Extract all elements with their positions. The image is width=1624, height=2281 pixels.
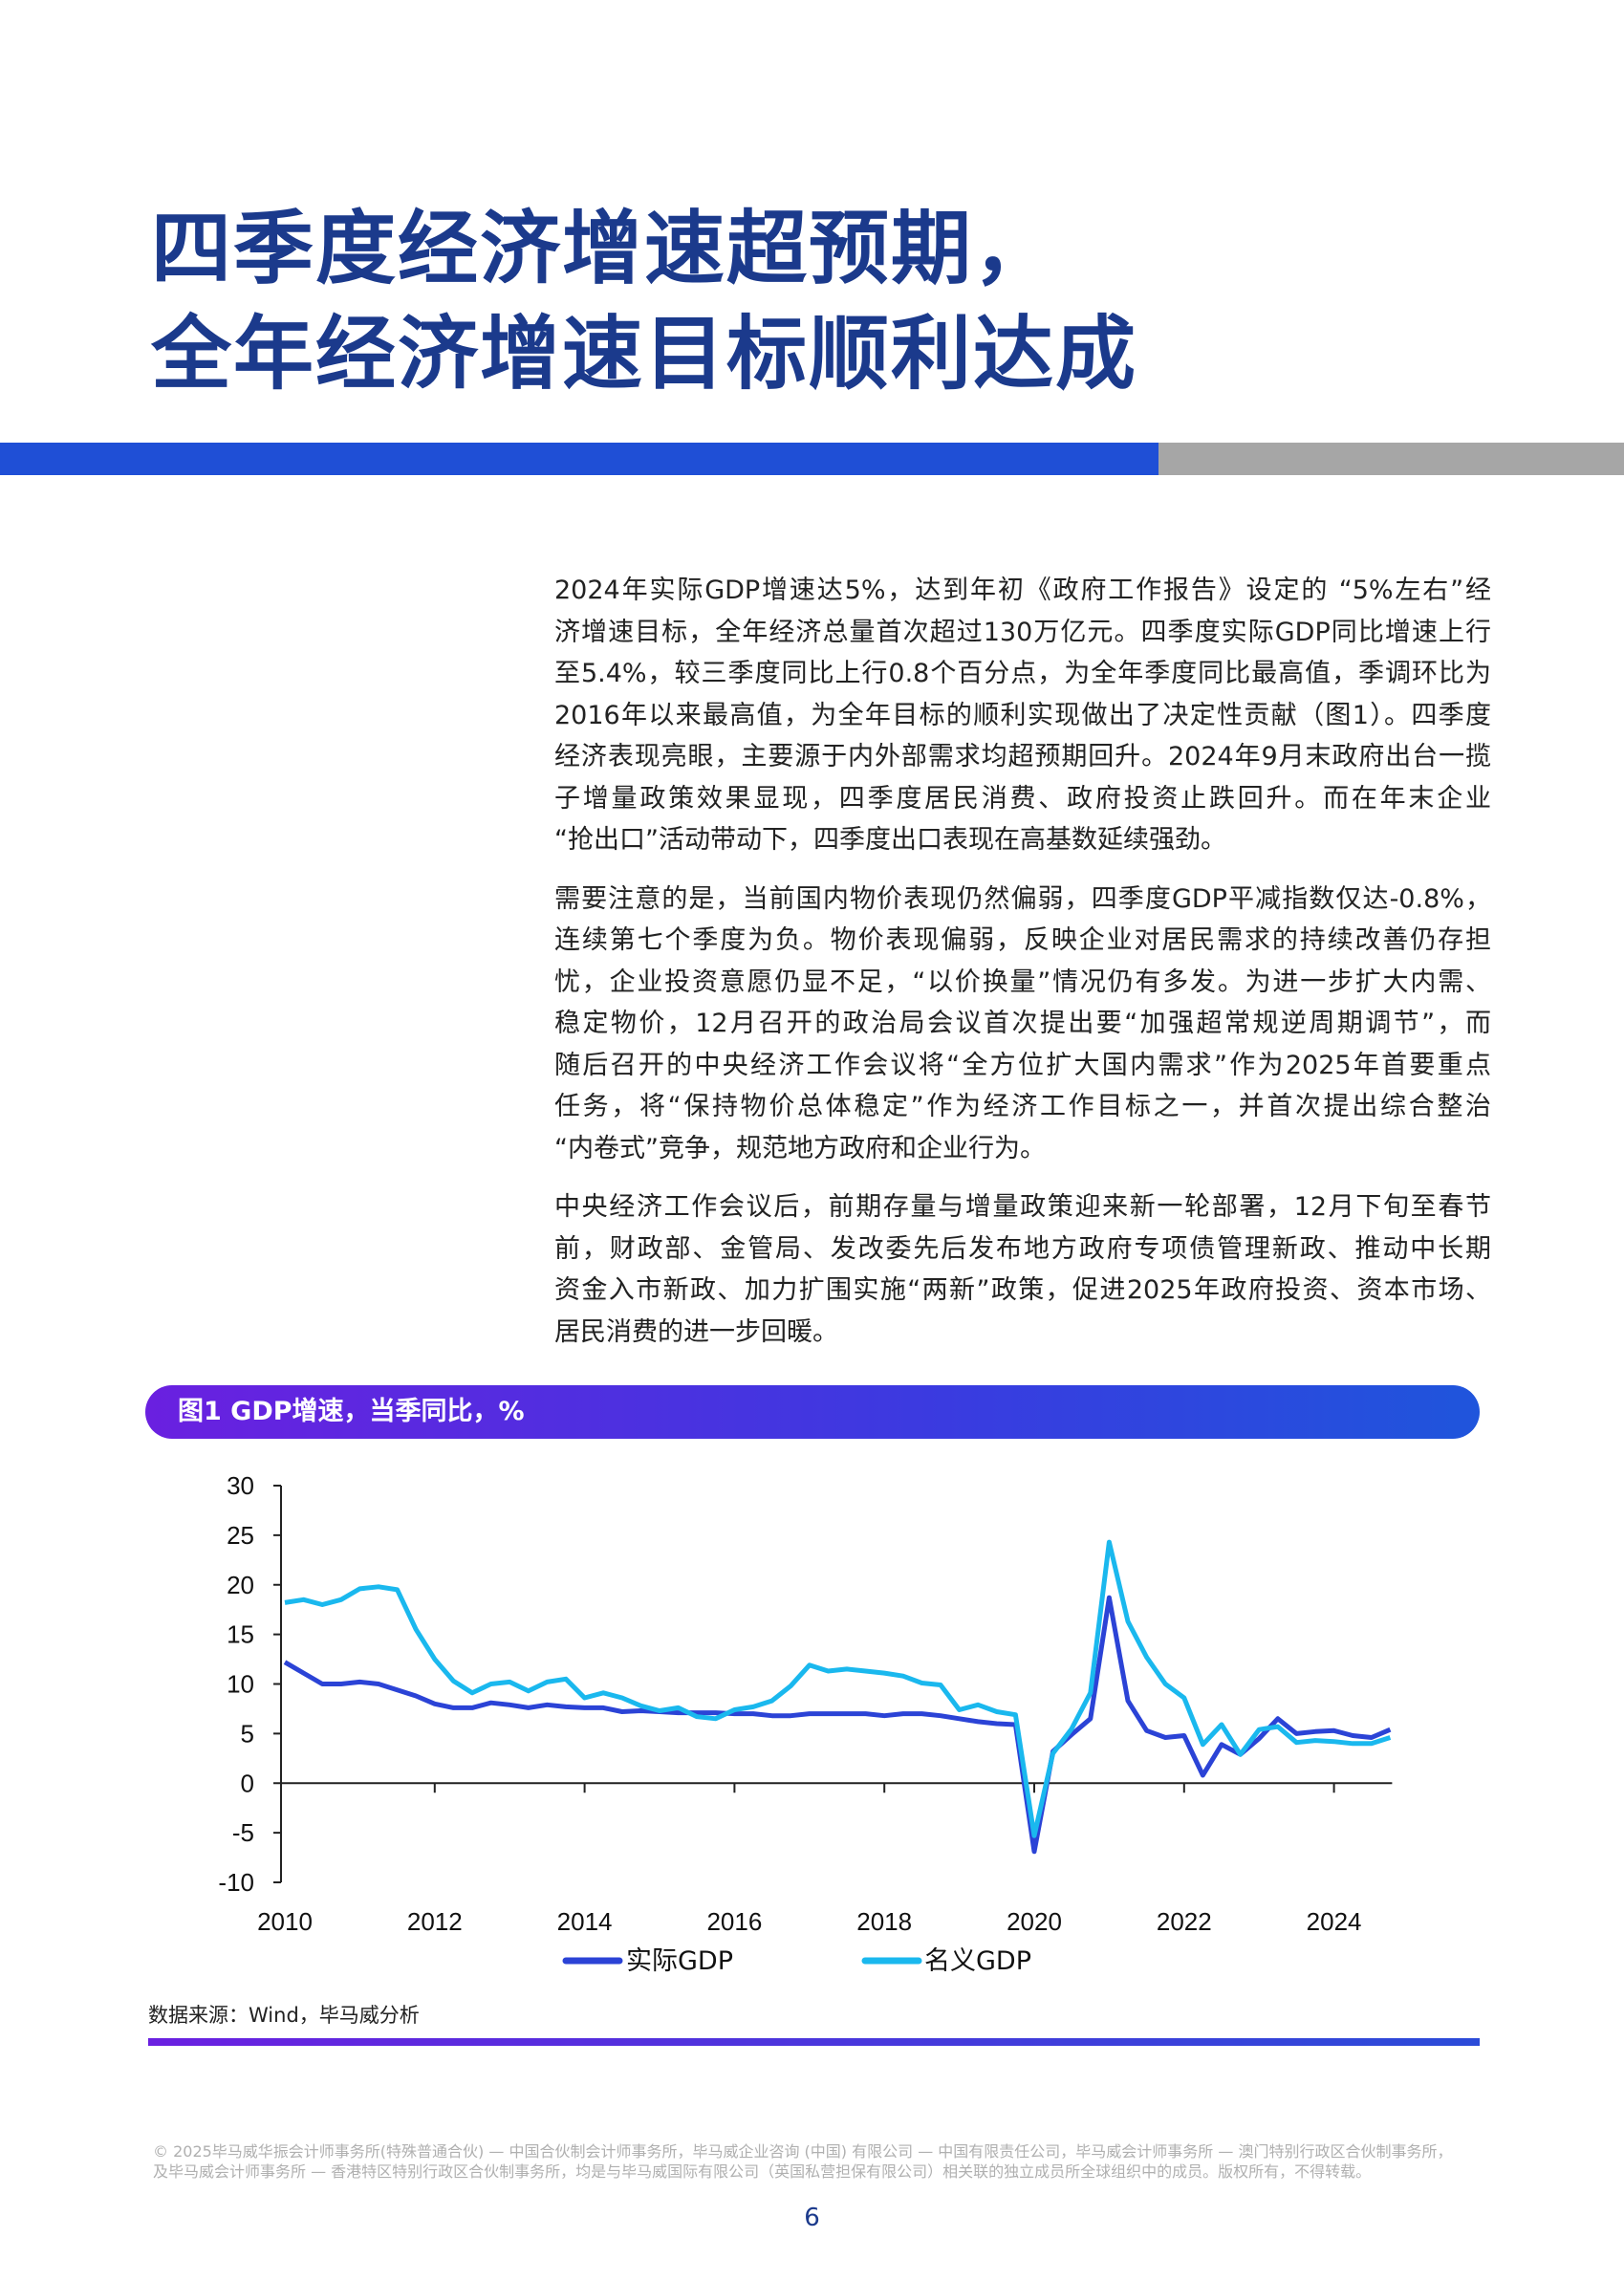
text-line: 2024年实际GDP增速达5%，达到年初《政府工作报告》设定的 “5%左右”经 [554,576,1491,605]
y-tick-label: 5 [241,1719,254,1748]
legend-label: 名义GDP [924,1946,1031,1976]
text-line: “内卷式”竞争，规范地方政府和企业行为。 [554,1133,1046,1163]
text-line: 任务，将“保持物价总体稳定”作为经济工作目标之一，并首次提出综合整治 [554,1092,1491,1121]
x-tick-label: 2018 [856,1907,912,1936]
text-line: 中央经济工作会议后，前期存量与增量政策迎来新一轮部署，12月下旬至春节 [554,1192,1491,1222]
y-tick-label: -10 [218,1868,254,1897]
text-line: 忧，企业投资意愿仍显不足，“以价换量”情况仍有多发。为进一步扩大内需、 [554,967,1491,997]
page-title: 四季度经济增速超预期， 全年经济增速目标顺利达成 [151,196,1137,406]
figure-header: 图1 GDP增速，当季同比，% [145,1385,1480,1439]
text-line: “抢出口”活动带动下，四季度出口表现在高基数延续强劲。 [554,825,1226,855]
paragraph: 需要注意的是，当前国内物价表现仍然偏弱，四季度GDP平减指数仅达-0.8%， 连续… [554,879,1491,1170]
y-tick-label: 25 [227,1521,254,1550]
text-line: 经济表现亮眼，主要源于内外部需求均超预期回升。2024年9月末政府出台一揽 [554,742,1491,771]
figure-title: 图1 GDP增速，当季同比，% [178,1397,525,1426]
text-line: 连续第七个季度为负。物价表现偏弱，反映企业对居民需求的持续改善仍存担 [554,925,1491,955]
footer-disclaimer: © 2025毕马威华振会计师事务所(特殊普通合伙) — 中国合伙制会计师事务所，… [153,2141,1482,2182]
x-tick-label: 2022 [1157,1907,1212,1936]
paragraph: 中央经济工作会议后，前期存量与增量政策迎来新一轮部署，12月下旬至春节 前，财政部… [554,1186,1491,1353]
series-line-nominal-gdp [284,1539,1392,1838]
legend-label: 实际GDP [626,1946,733,1976]
series-line-real-gdp [283,1595,1392,1855]
body-text: 2024年实际GDP增速达5%，达到年初《政府工作报告》设定的 “5%左右”经济… [554,570,1491,1370]
text-line: 2016年以来最高值，为全年目标的顺利实现做出了决定性贡献（图1）。四季度 [554,700,1491,730]
text-line: 资金入市新政、加力扩围实施“两新”政策，促进2025年政府投资、资本市场、 [554,1275,1491,1305]
y-tick-label: 0 [241,1769,254,1797]
text-line: 随后召开的中央经济工作会议将“全方位扩大国内需求”作为2025年首要重点 [554,1050,1491,1080]
y-tick-label: -5 [232,1818,254,1847]
text-line: 子增量政策效果显现，四季度居民消费、政府投资止跌回升。而在年末企业 [554,783,1491,814]
text-line: 需要注意的是，当前国内物价表现仍然偏弱，四季度GDP平减指数仅达-0.8%， [554,883,1491,914]
y-tick-label: 20 [227,1571,254,1599]
y-tick-label: 30 [227,1471,254,1500]
title-line-2: 全年经济增速目标顺利达成 [151,307,1138,401]
footer-line-2: 及毕马威会计师事务所 — 香港特区特别行政区合伙制事务所，均是与毕马威国际有限公… [153,2162,1372,2181]
data-source: 数据来源：Wind，毕马威分析 [148,2004,420,2027]
title-divider-blue [0,443,1158,475]
paragraph: 2024年实际GDP增速达5%，达到年初《政府工作报告》设定的 “5%左右”经济… [554,570,1491,861]
title-divider-gray [1158,443,1624,475]
text-line: 前，财政部、金管局、发改委先后发布地方政府专项债管理新政、推动中长期 [554,1233,1491,1264]
footer-line-1: © 2025毕马威华振会计师事务所(特殊普通合伙) — 中国合伙制会计师事务所，… [153,2142,1453,2161]
y-tick-label: 15 [227,1620,254,1649]
y-tick-label: 10 [227,1670,254,1699]
x-tick-label: 2014 [557,1907,613,1936]
text-line: 稳定物价，12月召开的政治局会议首次提出要“加强超常规逆周期调节”，而 [554,1009,1491,1038]
title-line-1: 四季度经济增速超预期， [151,202,1056,295]
text-line: 居民消费的进一步回暖。 [554,1316,838,1347]
figure-bottom-rule [148,2038,1480,2046]
x-tick-label: 2024 [1307,1907,1362,1936]
x-tick-label: 2020 [1007,1907,1062,1936]
text-line: 济增速目标，全年经济总量首次超过130万亿元。四季度实际GDP同比增速上行 [554,617,1491,647]
x-tick-label: 2010 [257,1907,313,1936]
text-line: 至5.4%，较三季度同比上行0.8个百分点，为全年季度同比最高值，季调环比为 [554,659,1491,688]
x-tick-label: 2016 [706,1907,762,1936]
page-number: 6 [804,2204,820,2232]
x-tick-label: 2012 [407,1907,463,1936]
